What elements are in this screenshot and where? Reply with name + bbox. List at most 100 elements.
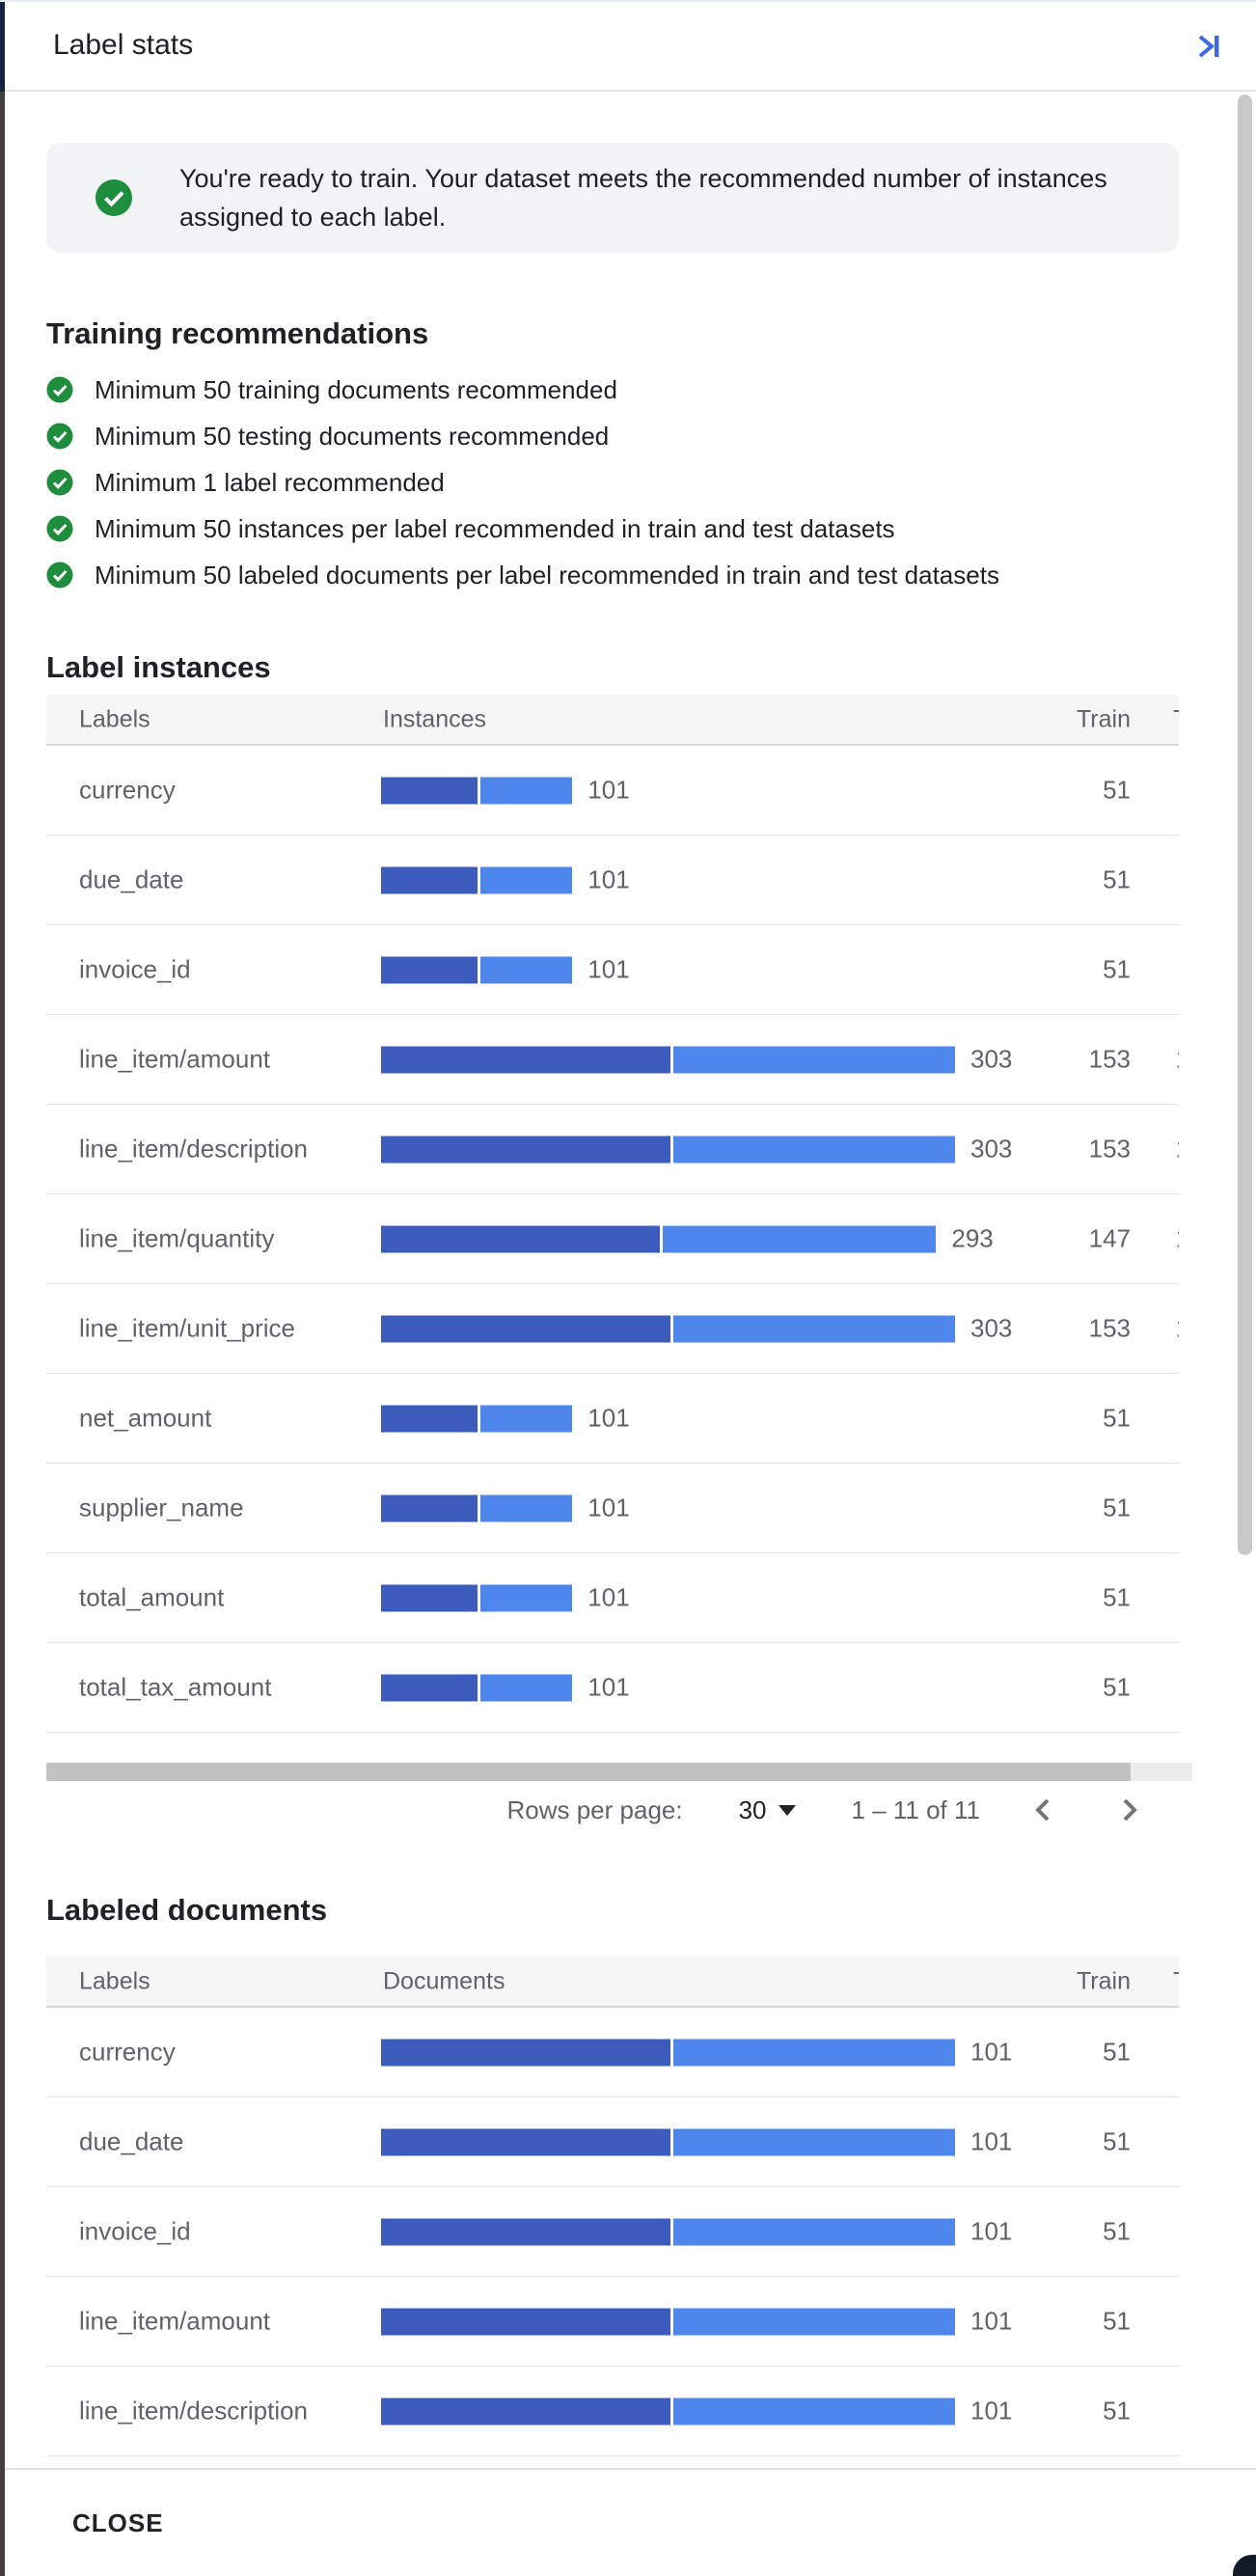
bar-segment-gap	[670, 2128, 674, 2155]
row-test: 50	[1160, 2217, 1179, 2247]
check-circle-icon	[46, 376, 73, 403]
row-value: 101	[969, 2216, 1013, 2246]
row-train: 153	[1088, 1313, 1131, 1343]
recommendation-list: Minimum 50 training documents recommende…	[46, 367, 1256, 598]
row-test: 50	[1160, 776, 1179, 806]
pagination-range: 1 – 11 of 11	[851, 1795, 980, 1824]
next-page-button[interactable]	[1113, 1795, 1144, 1825]
bar-test-segment	[480, 777, 573, 804]
underlying-nav-edge	[0, 0, 5, 92]
row-label: due_date	[79, 2126, 184, 2156]
table-row: total_amount 101 51 50	[46, 1553, 1179, 1643]
table-row: supplier_name 101 51 50	[46, 1464, 1179, 1553]
column-header-train: Train	[1076, 1967, 1131, 1994]
table-row: due_date 101 51 50	[46, 836, 1179, 925]
column-header-documents: Documents	[383, 1967, 505, 1994]
column-header-labels: Labels	[79, 705, 150, 732]
column-header-instances: Instances	[383, 705, 487, 732]
table-row: line_item/description 101 51 50	[46, 2367, 1179, 2456]
stacked-bar: 101	[381, 2127, 1012, 2157]
bar-train-segment	[381, 1315, 671, 1342]
row-value: 303	[969, 1313, 1013, 1343]
rows-per-page-select[interactable]: 30	[739, 1795, 796, 1825]
table-row: total_tax_amount 101 51 50	[46, 1643, 1179, 1733]
bar-test-segment	[673, 2128, 955, 2155]
panel-header: Label stats	[0, 0, 1256, 92]
row-train: 51	[1103, 2396, 1131, 2425]
row-value: 101	[969, 2306, 1013, 2336]
vertical-scrollbar-thumb[interactable]	[1238, 95, 1252, 1555]
bar-segment-gap	[478, 866, 481, 893]
row-label: supplier_name	[79, 1493, 244, 1522]
stacked-bar: 101	[381, 865, 630, 895]
label-instances-table: Labels Instances Train Test currency 101…	[46, 695, 1179, 1733]
previous-page-button[interactable]	[1028, 1795, 1059, 1825]
rows-per-page-label: Rows per page:	[506, 1795, 683, 1824]
column-header-train: Train	[1076, 705, 1131, 732]
stacked-bar: 101	[381, 955, 630, 985]
row-test: 150	[1160, 1314, 1179, 1344]
bar-train-segment	[381, 1405, 478, 1432]
stacked-bar: 101	[381, 776, 630, 806]
bar-test-segment	[480, 956, 573, 983]
ready-to-train-banner: You're ready to train. Your dataset meet…	[46, 143, 1179, 253]
close-button[interactable]: CLOSE	[72, 2507, 164, 2537]
bar-segment-gap	[478, 777, 481, 804]
column-header-test: Test	[1160, 705, 1179, 733]
row-value: 101	[587, 1672, 630, 1702]
pagination-bar: Rows per page: 30 1 – 11 of 11	[46, 1789, 1179, 1831]
row-train: 51	[1103, 2126, 1131, 2156]
horizontal-scrollbar-thumb[interactable]	[46, 1763, 1131, 1781]
panel-content: You're ready to train. Your dataset meet…	[0, 92, 1256, 2468]
bar-test-segment	[480, 1584, 573, 1611]
column-header-test: Test	[1160, 1967, 1179, 1995]
row-train: 153	[1088, 1044, 1131, 1074]
recommendation-item: Minimum 50 testing documents recommended	[46, 413, 1256, 459]
row-test: 50	[1160, 1494, 1179, 1523]
row-label: line_item/amount	[79, 1044, 270, 1074]
row-test: 146	[1160, 1224, 1179, 1254]
row-label: line_item/description	[79, 1134, 309, 1164]
stacked-bar: 101	[381, 1583, 630, 1613]
row-test: 50	[1160, 1583, 1179, 1613]
table-row: net_amount 101 51 50	[46, 1374, 1179, 1464]
bar-test-segment	[673, 1136, 955, 1163]
row-test: 150	[1160, 1135, 1179, 1165]
row-label: due_date	[79, 864, 184, 894]
row-value: 303	[969, 1044, 1013, 1074]
row-train: 147	[1088, 1223, 1131, 1253]
recommendation-text: Minimum 50 training documents recommende…	[95, 374, 617, 404]
bar-train-segment	[381, 2218, 671, 2245]
stacked-bar: 101	[381, 2038, 1012, 2068]
bar-segment-gap	[478, 1405, 481, 1432]
row-train: 51	[1103, 954, 1131, 984]
bar-test-segment	[673, 1046, 955, 1073]
bar-test-segment	[662, 1225, 937, 1252]
row-value: 101	[587, 1403, 630, 1433]
row-train: 153	[1088, 1134, 1131, 1164]
row-label: invoice_id	[79, 2216, 191, 2246]
table-row: line_item/amount 303 153 150	[46, 1015, 1179, 1105]
collapse-panel-right-icon[interactable]	[1188, 27, 1227, 66]
horizontal-scrollbar-track[interactable]	[46, 1763, 1192, 1781]
table-header-row: Labels Documents Train Test	[46, 1957, 1179, 2008]
row-value: 101	[587, 1493, 630, 1522]
table-header-row: Labels Instances Train Test	[46, 695, 1179, 746]
row-test: 50	[1160, 2307, 1179, 2337]
recommendation-text: Minimum 1 label recommended	[95, 467, 445, 497]
bar-segment-gap	[659, 1225, 663, 1252]
column-header-labels: Labels	[79, 1967, 150, 1994]
row-train: 51	[1103, 2216, 1131, 2246]
row-label: currency	[79, 775, 176, 805]
table-row: currency 101 51 50	[46, 746, 1179, 836]
bar-segment-gap	[478, 1494, 481, 1521]
row-train: 51	[1103, 775, 1131, 805]
rows-per-page-value: 30	[738, 1795, 767, 1824]
recommendation-item: Minimum 50 instances per label recommend…	[46, 506, 1256, 552]
stacked-bar: 101	[381, 1404, 630, 1434]
section-heading-labeled-documents: Labeled documents	[46, 1893, 328, 1927]
bar-segment-gap	[670, 1315, 674, 1342]
row-value: 101	[969, 2126, 1013, 2156]
table-row: invoice_id 101 51 50	[46, 925, 1179, 1015]
